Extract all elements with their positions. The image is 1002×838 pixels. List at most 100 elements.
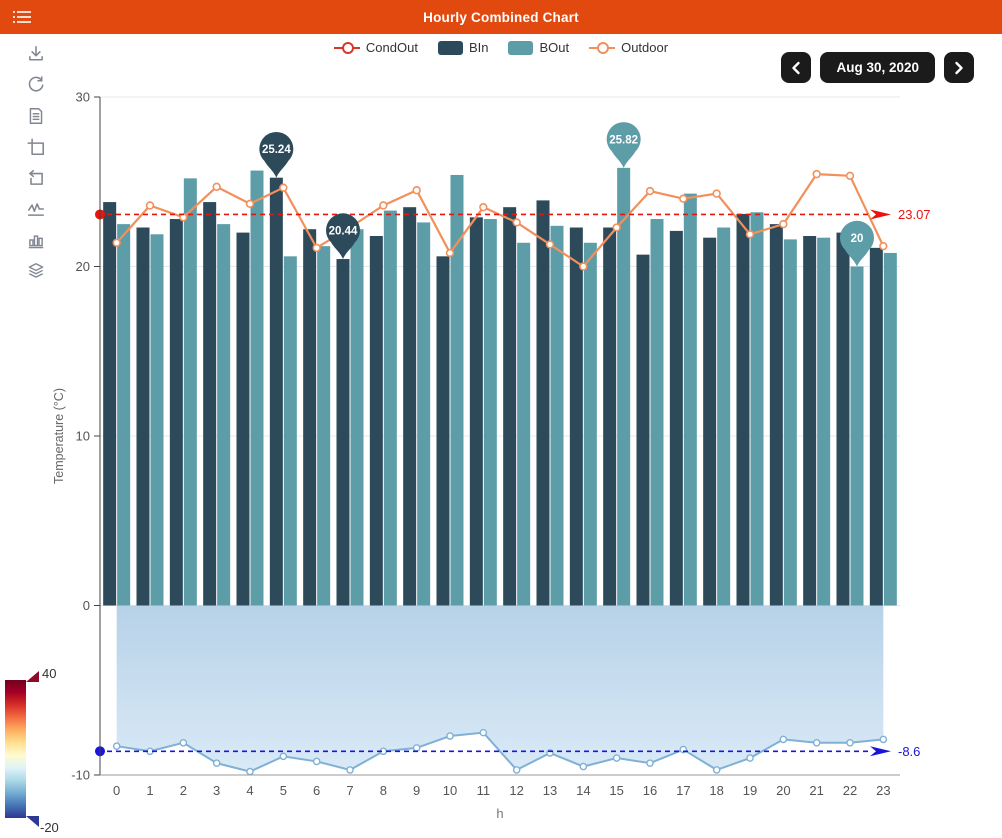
bar-bout-14[interactable]: [583, 242, 597, 606]
condout-point-12[interactable]: [512, 766, 521, 774]
condout-point-0[interactable]: [112, 742, 121, 750]
next-day-button[interactable]: [944, 52, 974, 83]
bar-bin-7[interactable]: [336, 259, 350, 606]
outdoor-point-13[interactable]: [545, 240, 555, 249]
save-image-icon[interactable]: [26, 44, 46, 64]
outdoor-point-11[interactable]: [479, 202, 488, 212]
bar-bout-23[interactable]: [883, 252, 897, 606]
bar-bin-6[interactable]: [303, 229, 317, 606]
condout-point-16[interactable]: [646, 759, 654, 767]
date-label[interactable]: Aug 30, 2020: [820, 52, 935, 83]
magic-type-stack-icon[interactable]: [26, 261, 46, 281]
bar-bout-2[interactable]: [183, 178, 197, 606]
outdoor-point-21[interactable]: [812, 169, 821, 179]
bar-bin-0[interactable]: [103, 202, 117, 606]
outdoor-point-8[interactable]: [379, 201, 388, 210]
condout-point-20[interactable]: [779, 735, 788, 744]
bar-bin-19[interactable]: [736, 213, 750, 606]
bar-bin-17[interactable]: [669, 230, 683, 606]
condout-point-9[interactable]: [412, 744, 421, 752]
bar-bout-17[interactable]: [683, 193, 697, 606]
data-view-icon[interactable]: [26, 106, 46, 126]
markpoint-pin-bin-min[interactable]: [326, 213, 360, 260]
bar-bin-3[interactable]: [203, 202, 217, 606]
bar-bout-10[interactable]: [450, 174, 464, 606]
magic-type-bar-icon[interactable]: [26, 230, 46, 250]
bar-bout-11[interactable]: [483, 219, 497, 606]
outdoor-point-0[interactable]: [112, 238, 121, 247]
restore-icon[interactable]: [26, 75, 46, 95]
bar-bin-23[interactable]: [869, 247, 883, 606]
condout-point-6[interactable]: [312, 757, 321, 766]
markpoint-pin-bin-max[interactable]: [259, 131, 294, 178]
bar-bout-15[interactable]: [617, 167, 631, 606]
bar-bin-8[interactable]: [369, 235, 383, 606]
markpoint-pin-bout-min[interactable]: [840, 220, 874, 267]
bar-bout-5[interactable]: [283, 256, 297, 606]
outdoor-line[interactable]: [115, 173, 885, 268]
outdoor-point-18[interactable]: [712, 189, 721, 198]
visual-map-top-handle[interactable]: [26, 671, 39, 682]
bar-bin-14[interactable]: [569, 227, 583, 606]
legend-item-bin[interactable]: BIn: [437, 40, 488, 55]
bar-bout-12[interactable]: [517, 242, 531, 606]
outdoor-point-5[interactable]: [279, 183, 288, 192]
condout-point-14[interactable]: [579, 762, 588, 771]
bar-bout-20[interactable]: [783, 239, 797, 606]
outdoor-point-19[interactable]: [745, 230, 755, 239]
bar-bin-12[interactable]: [503, 207, 517, 606]
bar-bout-19[interactable]: [750, 212, 764, 606]
outdoor-point-15[interactable]: [612, 223, 621, 232]
outdoor-point-6[interactable]: [312, 243, 321, 253]
bar-bin-9[interactable]: [403, 207, 417, 606]
outdoor-point-9[interactable]: [412, 186, 421, 195]
bar-bin-10[interactable]: [436, 256, 450, 606]
bar-bin-18[interactable]: [703, 237, 717, 606]
visual-map-gradient-bar[interactable]: [5, 680, 26, 818]
condout-point-4[interactable]: [246, 767, 254, 776]
outdoor-point-10[interactable]: [445, 248, 455, 258]
bar-bin-16[interactable]: [636, 254, 650, 606]
condout-point-2[interactable]: [179, 738, 188, 747]
bar-bin-15[interactable]: [603, 227, 617, 606]
bar-bin-20[interactable]: [769, 224, 783, 606]
legend-item-outdoor[interactable]: Outdoor: [589, 40, 668, 55]
outdoor-point-22[interactable]: [845, 171, 855, 181]
bar-bout-16[interactable]: [650, 219, 664, 606]
condout-line[interactable]: [116, 731, 884, 773]
bar-bout-6[interactable]: [317, 246, 331, 606]
bar-bout-8[interactable]: [383, 210, 397, 606]
prev-day-button[interactable]: [781, 52, 812, 83]
bar-bout-7[interactable]: [350, 229, 364, 606]
outdoor-point-20[interactable]: [779, 219, 788, 229]
bar-bout-22[interactable]: [850, 266, 864, 606]
condout-point-15[interactable]: [612, 754, 621, 762]
condout-point-3[interactable]: [212, 759, 221, 767]
condout-point-22[interactable]: [846, 738, 854, 747]
outdoor-point-16[interactable]: [645, 186, 655, 196]
visual-map-bottom-handle[interactable]: [26, 816, 39, 827]
condout-point-23[interactable]: [879, 735, 888, 744]
outdoor-point-12[interactable]: [512, 218, 521, 227]
markpoint-pin-bout-max[interactable]: [606, 122, 641, 168]
condout-point-21[interactable]: [812, 738, 821, 747]
outdoor-point-4[interactable]: [245, 199, 255, 208]
condout-point-18[interactable]: [712, 766, 721, 774]
bar-bin-11[interactable]: [469, 217, 483, 606]
condout-point-10[interactable]: [446, 732, 454, 740]
bar-bout-13[interactable]: [550, 225, 564, 606]
condout-point-19[interactable]: [746, 754, 754, 762]
legend-item-bout[interactable]: BOut: [508, 40, 569, 55]
bar-bin-13[interactable]: [536, 200, 550, 606]
bar-bin-22[interactable]: [836, 232, 850, 606]
magic-type-line-icon[interactable]: [26, 199, 46, 219]
legend-item-condout[interactable]: CondOut: [333, 40, 418, 55]
bar-bin-5[interactable]: [269, 177, 283, 606]
bar-bout-1[interactable]: [150, 234, 164, 606]
outdoor-point-17[interactable]: [679, 194, 688, 203]
menu-icon[interactable]: [0, 0, 44, 34]
condout-point-11[interactable]: [479, 728, 488, 737]
outdoor-point-3[interactable]: [212, 182, 221, 192]
bar-bin-2[interactable]: [169, 219, 183, 606]
